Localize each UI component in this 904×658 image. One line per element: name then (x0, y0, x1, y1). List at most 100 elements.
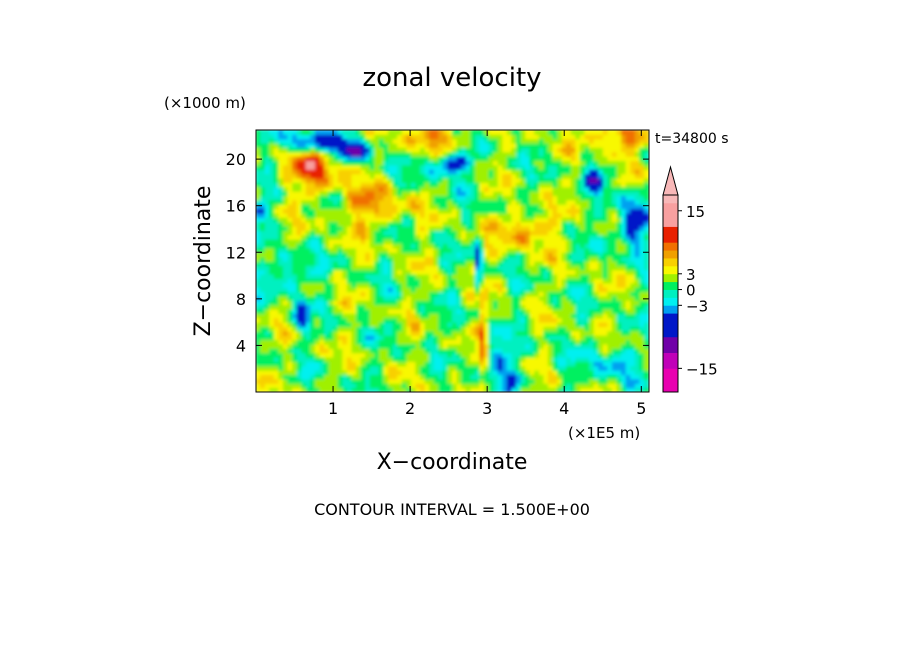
field-cell (502, 334, 508, 341)
field-cell (433, 282, 440, 288)
field-cell (420, 312, 426, 319)
field-cell (511, 330, 517, 336)
field-cell (515, 199, 522, 205)
field-cell (630, 356, 636, 362)
field-cell (561, 260, 568, 266)
field-cell (324, 138, 330, 144)
field-cell (593, 378, 600, 384)
field-cell (634, 360, 641, 367)
field-cell (378, 330, 385, 336)
field-cell (337, 334, 344, 341)
field-cell (579, 225, 586, 231)
field-cell (333, 352, 339, 358)
field-cell (260, 256, 266, 262)
field-cell (282, 291, 289, 297)
field-cell (502, 203, 508, 210)
field-cell (333, 326, 339, 332)
field-cell (328, 177, 335, 183)
field-cell (470, 304, 476, 310)
field-cell (552, 251, 559, 258)
field-cell (566, 173, 572, 179)
field-cell (282, 369, 289, 376)
field-cell (488, 260, 495, 266)
field-cell (538, 269, 545, 275)
field-cell (584, 347, 591, 354)
field-cell (301, 356, 307, 362)
field-cell (310, 208, 316, 214)
field-cell (479, 177, 485, 183)
field-cell (570, 295, 577, 301)
field-cell (365, 212, 371, 218)
field-cell (643, 339, 649, 345)
field-cell (566, 238, 572, 245)
field-cell (378, 181, 385, 188)
field-cell (483, 330, 490, 336)
field-cell (520, 308, 527, 314)
field-cell (584, 269, 591, 275)
field-cell (273, 177, 280, 183)
field-cell (593, 229, 600, 236)
field-cell (351, 277, 358, 284)
field-cell (406, 295, 412, 301)
field-cell (497, 356, 504, 362)
field-cell (543, 168, 549, 175)
field-cell (639, 321, 645, 327)
field-cell (534, 277, 540, 284)
field-cell (278, 356, 284, 362)
field-cell (493, 317, 499, 323)
field-cell (410, 212, 417, 218)
field-cell (269, 208, 275, 214)
field-cell (378, 151, 385, 157)
field-cell (424, 229, 431, 236)
field-cell (292, 146, 298, 153)
field-cell (598, 155, 604, 162)
field-cell (429, 203, 435, 210)
field-cell (497, 212, 504, 218)
field-cell (593, 352, 600, 358)
field-cell (643, 221, 649, 227)
field-cell (424, 195, 431, 201)
field-cell (442, 330, 449, 336)
field-cell (269, 190, 275, 196)
field-cell (433, 216, 440, 223)
field-cell (369, 234, 376, 240)
field-cell (342, 234, 348, 240)
field-cell (278, 203, 284, 210)
field-cell (575, 312, 581, 319)
field-cell (611, 238, 618, 245)
field-cell (579, 360, 586, 367)
field-cell (456, 142, 463, 148)
field-cell (506, 282, 513, 288)
field-cell (296, 260, 303, 266)
field-cell (506, 203, 513, 210)
field-cell (360, 286, 367, 293)
field-cell (511, 308, 517, 314)
field-cell (529, 177, 536, 183)
field-cell (561, 356, 568, 362)
field-cell (479, 317, 485, 323)
field-cell (506, 243, 513, 249)
field-cell (488, 308, 495, 314)
field-cell (525, 247, 531, 253)
field-cell (543, 321, 549, 327)
field-cell (502, 304, 508, 310)
field-cell (328, 195, 335, 201)
field-cell (502, 352, 508, 358)
field-cell (333, 356, 339, 362)
field-cell (415, 225, 422, 231)
field-cell (534, 286, 540, 293)
field-cell (392, 238, 399, 245)
field-cell (534, 212, 540, 218)
field-cell (557, 212, 563, 218)
field-cell (452, 155, 458, 162)
field-cell (547, 247, 554, 253)
field-cell (273, 334, 280, 341)
field-cell (374, 142, 380, 148)
field-cell (566, 308, 572, 314)
field-cell (438, 190, 444, 196)
field-cell (305, 251, 312, 258)
field-cell (593, 295, 600, 301)
field-cell (447, 195, 453, 201)
field-cell (333, 181, 339, 188)
field-cell (552, 173, 559, 179)
